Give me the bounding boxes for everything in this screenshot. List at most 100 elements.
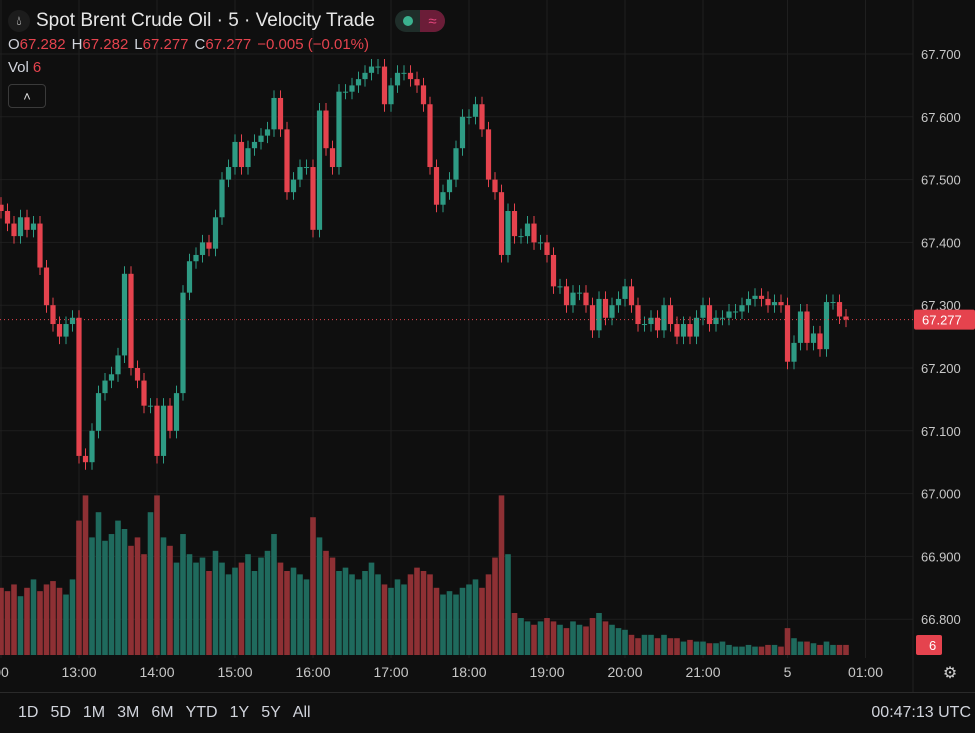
- range-5y[interactable]: 5Y: [261, 704, 281, 721]
- volume-bar: [121, 529, 128, 655]
- volume-bar: [752, 646, 758, 655]
- ohlc-values: O67.282 H67.282 L67.277 C67.277 −0.005 (−0.0…: [8, 36, 445, 53]
- candle-body: [95, 393, 102, 431]
- volume-bar: [115, 520, 121, 655]
- candle-body: [186, 261, 193, 293]
- volume-bar: [173, 562, 180, 655]
- high-label: H: [71, 36, 83, 53]
- volume-bar: [804, 641, 810, 655]
- candle-body: [628, 286, 635, 306]
- candle-body: [804, 311, 810, 343]
- candle-body: [310, 167, 316, 230]
- candle-body: [726, 311, 732, 318]
- candle-body: [329, 148, 336, 168]
- time-tick-label: 13:00: [61, 664, 96, 680]
- volume-bar: [505, 554, 511, 655]
- volume-bar: [791, 638, 797, 655]
- range-1d[interactable]: 1D: [18, 704, 39, 721]
- volume-bar: [24, 587, 30, 655]
- range-6m[interactable]: 6M: [151, 704, 174, 721]
- volume-bar: [667, 638, 674, 655]
- volume-bar: [537, 621, 544, 655]
- volume-bar: [147, 512, 154, 655]
- volume-bar: [615, 628, 622, 655]
- range-1y[interactable]: 1Y: [229, 704, 250, 721]
- candle-body: [232, 141, 238, 168]
- candle-body: [680, 324, 687, 337]
- price-tick-label: 66.900: [921, 549, 961, 564]
- volume-bar: [258, 557, 264, 655]
- volume-bar: [160, 537, 167, 655]
- volume-bar: [186, 554, 193, 655]
- change-value: −0.005 (−0.01%): [257, 36, 370, 53]
- range-1m[interactable]: 1M: [82, 704, 106, 721]
- range-all[interactable]: All: [292, 704, 311, 721]
- candle-body: [245, 148, 251, 168]
- volume-bar: [843, 644, 849, 655]
- candle-body: [544, 242, 550, 255]
- symbol-title[interactable]: Spot Brent Crude Oil · 5 · Velocity Trad…: [36, 10, 375, 31]
- collapse-legend-button[interactable]: ˄: [8, 84, 46, 108]
- candle-body: [654, 317, 661, 331]
- candle-body: [446, 179, 453, 193]
- close-label: C: [194, 36, 206, 53]
- candle-body: [550, 254, 557, 287]
- volume-bar: [342, 567, 349, 655]
- volume-bar: [69, 579, 76, 655]
- candle-body: [518, 236, 524, 238]
- candle-body: [459, 116, 466, 149]
- volume-bar: [388, 587, 394, 655]
- volume-bar: [693, 641, 700, 655]
- candle-body: [394, 72, 401, 86]
- settings-icon[interactable]: ⚙: [942, 665, 958, 682]
- volume-bar: [193, 562, 199, 655]
- volume-bar: [570, 621, 576, 655]
- candle-body: [4, 211, 11, 224]
- volume-bar: [0, 587, 4, 655]
- candle-body: [147, 405, 154, 407]
- volume-bar: [43, 584, 50, 655]
- volume-bar: [180, 534, 186, 655]
- candle-body: [771, 302, 778, 306]
- volume-bar: [310, 517, 316, 655]
- candle-body: [388, 85, 394, 105]
- volume-bar: [622, 629, 628, 655]
- candle-body: [836, 302, 843, 317]
- volume-bar: [50, 581, 56, 655]
- range-3m[interactable]: 3M: [117, 704, 140, 721]
- volume-bar: [433, 587, 440, 655]
- volume-bar: [576, 624, 583, 655]
- volume-bar: [219, 562, 225, 655]
- volume-bar: [381, 584, 388, 655]
- range-ytd[interactable]: YTD: [185, 704, 218, 721]
- candle-body: [797, 311, 804, 343]
- chevron-up-icon: ˄: [23, 88, 31, 104]
- candle-body: [134, 368, 141, 381]
- last-price-label: 67.277: [922, 313, 962, 328]
- volume-bar: [30, 579, 37, 655]
- candle-body: [557, 286, 563, 288]
- candle-body: [563, 286, 570, 306]
- open-value: 67.282: [19, 36, 66, 53]
- candle-body: [719, 317, 726, 319]
- candle-body: [765, 298, 771, 306]
- candle-body: [154, 405, 160, 456]
- utc-clock[interactable]: 00:47:13 UTC: [871, 704, 971, 721]
- range-5d[interactable]: 5D: [50, 704, 71, 721]
- volume-bar: [251, 571, 258, 655]
- market-status-toggle[interactable]: ≈: [395, 10, 445, 32]
- volume-bar: [232, 567, 238, 655]
- volume-bar: [17, 596, 24, 655]
- volume-bar: [167, 545, 173, 655]
- candle-body: [537, 242, 544, 244]
- last-volume-badge: [916, 635, 942, 655]
- volume-bar: [459, 587, 466, 655]
- volume-bar: [4, 591, 11, 655]
- volume-bar: [713, 643, 719, 655]
- candle-body: [700, 305, 706, 318]
- time-tick-label: 18:00: [451, 664, 486, 680]
- price-chart[interactable]: 67.700 67.600 67.500 67.400 67.300 67.200 67.1…: [0, 0, 975, 692]
- volume-bar: [199, 557, 206, 655]
- low-label: L: [134, 36, 143, 53]
- volume-bar: [498, 495, 505, 655]
